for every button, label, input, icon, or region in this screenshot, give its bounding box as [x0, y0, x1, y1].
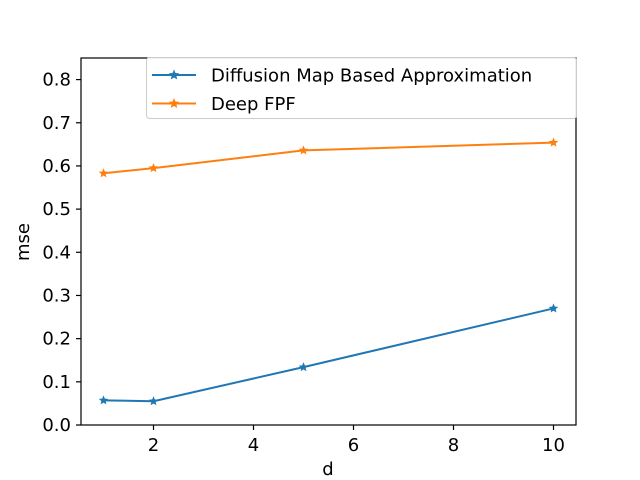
series-marker-diffusion-map-based-approximation	[548, 303, 559, 313]
series-marker-diffusion-map-based-approximation	[98, 395, 109, 405]
x-tick-label: 6	[348, 435, 359, 456]
series-marker-deep-fpf	[148, 163, 159, 173]
y-tick-label: 0.1	[42, 372, 71, 393]
plot-area: 2 4 6 8 10 0.0 0.1 0.2 0.3 0.4 0.5 0.6 0.7 0.8 Diffusi…	[42, 57, 577, 456]
y-tick-label: 0.0	[42, 415, 71, 436]
y-axis-label: mse	[13, 223, 34, 261]
x-axis-label: d	[322, 459, 333, 480]
y-tick-label: 0.8	[42, 70, 71, 91]
legend-label-deep-fpf: Deep FPF	[211, 94, 296, 115]
series-marker-diffusion-map-based-approximation	[148, 396, 159, 406]
x-tick-label: 2	[148, 435, 159, 456]
x-tick-label: 8	[448, 435, 459, 456]
series-marker-deep-fpf	[98, 168, 109, 178]
series-line-deep-fpf	[102, 141, 555, 175]
series-marker-deep-fpf	[298, 145, 309, 155]
y-tick-label: 0.6	[42, 156, 71, 177]
y-tick-label: 0.7	[42, 113, 71, 134]
legend-marker-diffusion-map-based-approximation	[168, 69, 180, 80]
series-marker-deep-fpf	[548, 137, 559, 147]
y-tick-label: 0.5	[42, 199, 71, 220]
legend-label-diffusion-map-based-approximation: Diffusion Map Based Approximation	[211, 66, 532, 87]
x-tick-label: 10	[542, 435, 565, 456]
legend-marker-deep-fpf	[168, 98, 180, 108]
series-line-diffusion-map-based-approximation	[102, 307, 555, 403]
legend-box	[146, 57, 577, 119]
series-marker-diffusion-map-based-approximation	[298, 362, 309, 372]
y-tick-label: 0.3	[42, 285, 71, 306]
y-tick-label: 0.4	[42, 242, 71, 263]
y-tick-label: 0.2	[42, 329, 71, 350]
x-tick-label: 4	[248, 435, 259, 456]
